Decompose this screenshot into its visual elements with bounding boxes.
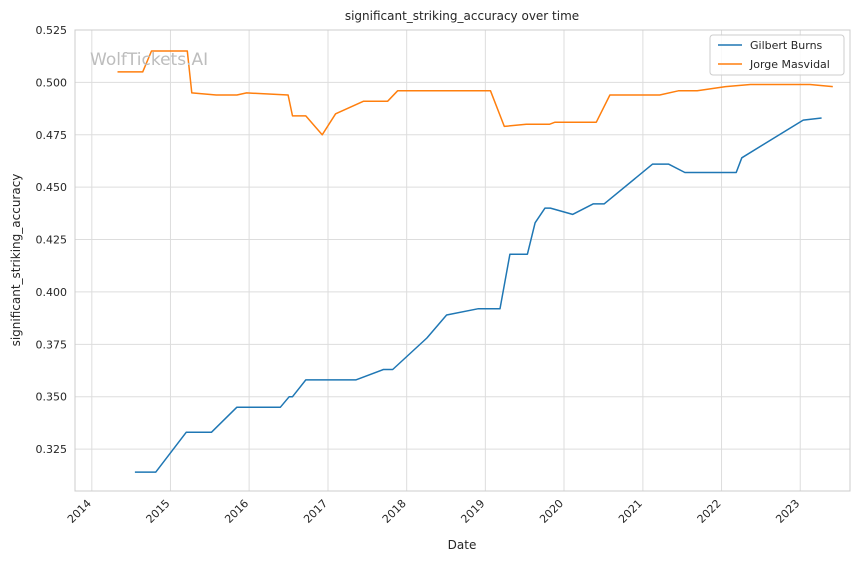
grid	[75, 29, 850, 491]
y-tick-label: 0.475	[36, 129, 68, 142]
y-tick-label: 0.325	[36, 443, 68, 456]
x-axis-label: Date	[448, 538, 477, 552]
legend-box	[709, 34, 845, 76]
y-tick-labels: 0.325 0.350 0.375 0.400 0.425 0.450 0.475 0.500…	[36, 24, 68, 456]
y-tick-label: 0.525	[36, 24, 68, 37]
y-tick-label: 0.425	[36, 234, 68, 247]
legend-label-jorge-masvidal: Jorge Masvidal	[749, 58, 830, 71]
y-axis-label: significant_striking_accuracy	[9, 174, 23, 347]
chart-title: significant_striking_accuracy over time	[345, 9, 579, 23]
series-line-jorge-masvidal	[117, 50, 833, 136]
series-line-gilbert-burns	[134, 117, 822, 473]
watermark-text: WolfTickets.AI	[90, 50, 208, 70]
plot-frame	[74, 29, 851, 492]
legend-label-gilbert-burns: Gilbert Burns	[750, 39, 823, 52]
y-tick-label: 0.375	[36, 338, 68, 351]
x-tick-labels: 2014 2015 2016 2017 2018 2019 2020 2021 2022 2023	[65, 497, 802, 526]
y-tick-label: 0.400	[36, 286, 68, 299]
y-tick-label: 0.500	[36, 76, 68, 89]
legend: Gilbert Burns Jorge Masvidal	[709, 34, 845, 76]
y-tick-label: 0.350	[36, 391, 68, 404]
series-lines	[117, 50, 833, 473]
y-tick-label: 0.450	[36, 181, 68, 194]
